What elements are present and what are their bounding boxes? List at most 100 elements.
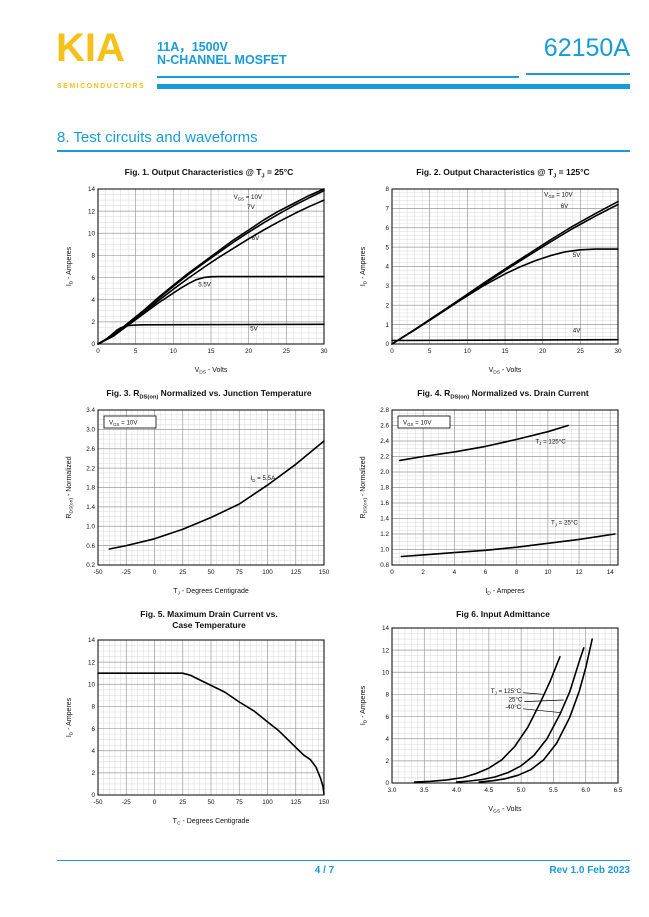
svg-text:VGS - Volts: VGS - Volts bbox=[488, 806, 522, 815]
svg-text:2.6: 2.6 bbox=[86, 446, 95, 453]
svg-text:8: 8 bbox=[91, 253, 95, 260]
svg-text:RDS(on) - Normalized: RDS(on) - Normalized bbox=[66, 457, 75, 519]
svg-text:10: 10 bbox=[88, 231, 96, 238]
svg-text:25: 25 bbox=[179, 569, 187, 576]
figure-1-chart: 0 5 10 15 20 25 30 0 2 4 6 8 10 12 14 VDS - Volts ID - A… bbox=[66, 186, 328, 375]
svg-text:1: 1 bbox=[385, 322, 389, 329]
svg-text:3.0: 3.0 bbox=[86, 427, 95, 434]
svg-text:ID - Amperes: ID - Amperes bbox=[66, 247, 75, 287]
svg-text:1.8: 1.8 bbox=[380, 485, 389, 492]
svg-text:-25: -25 bbox=[122, 569, 132, 576]
svg-text:0.8: 0.8 bbox=[380, 563, 389, 570]
svg-text:25°C: 25°C bbox=[509, 697, 523, 704]
svg-text:10: 10 bbox=[382, 670, 390, 677]
svg-text:25: 25 bbox=[577, 348, 585, 355]
svg-text:TJ = 125°C: TJ = 125°C bbox=[491, 688, 522, 696]
svg-text:6V: 6V bbox=[561, 203, 569, 210]
svg-text:0: 0 bbox=[96, 348, 100, 355]
figure-1: Fig. 1. Output Characteristics @ TJ = 25… bbox=[62, 167, 334, 378]
svg-text:VGS = 10V: VGS = 10V bbox=[109, 420, 138, 428]
svg-text:1.0: 1.0 bbox=[86, 524, 95, 531]
svg-text:10: 10 bbox=[88, 681, 96, 688]
figure-4-title: Fig. 4. RDS(on) Normalized vs. Drain Cur… bbox=[417, 388, 589, 401]
svg-text:1.2: 1.2 bbox=[380, 532, 389, 539]
svg-text:30: 30 bbox=[614, 348, 622, 355]
svg-text:4: 4 bbox=[453, 569, 457, 576]
charts-grid: Fig. 1. Output Characteristics @ TJ = 25… bbox=[62, 167, 628, 829]
svg-text:2.2: 2.2 bbox=[86, 466, 95, 473]
svg-text:2: 2 bbox=[385, 303, 389, 310]
header-thick-bar bbox=[157, 84, 630, 89]
svg-text:3.5: 3.5 bbox=[420, 787, 429, 794]
svg-text:8: 8 bbox=[385, 186, 389, 193]
svg-text:150: 150 bbox=[319, 569, 330, 576]
svg-text:14: 14 bbox=[607, 569, 615, 576]
section-underline bbox=[57, 150, 630, 152]
page-number: 4 / 7 bbox=[314, 865, 335, 876]
svg-text:ID = 5.5A: ID = 5.5A bbox=[251, 476, 277, 484]
svg-text:0: 0 bbox=[91, 792, 95, 799]
figure-2-title: Fig. 2. Output Characteristics @ TJ = 12… bbox=[416, 167, 590, 180]
svg-text:TC - Degrees Centigrade: TC - Degrees Centigrade bbox=[173, 818, 250, 827]
svg-text:6.0: 6.0 bbox=[581, 787, 590, 794]
svg-text:30: 30 bbox=[320, 348, 328, 355]
svg-text:4: 4 bbox=[385, 736, 389, 743]
svg-text:0: 0 bbox=[390, 569, 394, 576]
figure-3-chart: -50 -25 0 25 50 75 100 125 150 0.2 0.6 1.0 1.4 1.8 2.2… bbox=[66, 408, 330, 597]
svg-text:0: 0 bbox=[385, 781, 389, 788]
svg-text:TJ = 25°C: TJ = 25°C bbox=[551, 520, 578, 528]
svg-text:12: 12 bbox=[576, 569, 584, 576]
svg-text:1.8: 1.8 bbox=[86, 485, 95, 492]
svg-text:10: 10 bbox=[544, 569, 552, 576]
svg-text:5: 5 bbox=[428, 348, 432, 355]
svg-text:15: 15 bbox=[207, 348, 215, 355]
svg-text:3: 3 bbox=[385, 283, 389, 290]
kia-logo: KIA bbox=[56, 26, 125, 70]
figure-3-title: Fig. 3. RDS(on) Normalized vs. Junction … bbox=[106, 388, 312, 401]
svg-text:5.5V: 5.5V bbox=[198, 282, 212, 289]
svg-text:ID - Amperes: ID - Amperes bbox=[360, 686, 369, 726]
svg-text:6: 6 bbox=[91, 275, 95, 282]
svg-text:1.6: 1.6 bbox=[380, 501, 389, 508]
svg-text:25: 25 bbox=[179, 799, 187, 806]
svg-text:6: 6 bbox=[385, 714, 389, 721]
svg-text:VGS = 10V: VGS = 10V bbox=[544, 192, 573, 200]
svg-text:VGS = 10V: VGS = 10V bbox=[403, 420, 432, 428]
svg-text:0.6: 0.6 bbox=[86, 543, 95, 550]
svg-text:0: 0 bbox=[153, 799, 157, 806]
svg-text:ID - Amperes: ID - Amperes bbox=[66, 697, 75, 737]
logo-subtitle: SEMICONDUCTORS bbox=[57, 83, 146, 90]
svg-text:75: 75 bbox=[236, 569, 244, 576]
svg-text:-40°C: -40°C bbox=[505, 704, 521, 711]
figure-5-title: Fig. 5. Maximum Drain Current vs. Case Te… bbox=[140, 609, 278, 631]
svg-text:5: 5 bbox=[385, 245, 389, 252]
svg-text:2: 2 bbox=[91, 319, 95, 326]
svg-text:VDS - Volts: VDS - Volts bbox=[489, 367, 522, 376]
svg-text:2.8: 2.8 bbox=[380, 408, 389, 415]
svg-text:0: 0 bbox=[390, 348, 394, 355]
svg-text:125: 125 bbox=[290, 569, 301, 576]
svg-text:2: 2 bbox=[421, 569, 425, 576]
svg-text:12: 12 bbox=[382, 648, 390, 655]
section-title: 8. Test circuits and waveforms bbox=[57, 129, 258, 146]
footer-rule bbox=[57, 860, 630, 861]
figure-3: Fig. 3. RDS(on) Normalized vs. Junction … bbox=[62, 388, 334, 599]
svg-text:3.4: 3.4 bbox=[86, 408, 95, 415]
svg-text:2.0: 2.0 bbox=[380, 470, 389, 477]
svg-text:-50: -50 bbox=[93, 799, 103, 806]
svg-text:12: 12 bbox=[88, 209, 96, 216]
svg-text:5V: 5V bbox=[250, 326, 258, 333]
svg-text:8: 8 bbox=[515, 569, 519, 576]
svg-text:10: 10 bbox=[464, 348, 472, 355]
svg-text:20: 20 bbox=[539, 348, 547, 355]
spec-line-2: N-CHANNEL MOSFET bbox=[157, 53, 287, 67]
figure-5: Fig. 5. Maximum Drain Current vs. Case Te… bbox=[62, 609, 334, 828]
svg-text:4V: 4V bbox=[573, 328, 581, 335]
svg-text:2.6: 2.6 bbox=[380, 423, 389, 430]
svg-text:4: 4 bbox=[385, 264, 389, 271]
svg-text:6.5: 6.5 bbox=[614, 787, 623, 794]
svg-text:TJ = 125°C: TJ = 125°C bbox=[535, 439, 566, 447]
svg-text:8: 8 bbox=[385, 692, 389, 699]
svg-text:0: 0 bbox=[385, 341, 389, 348]
